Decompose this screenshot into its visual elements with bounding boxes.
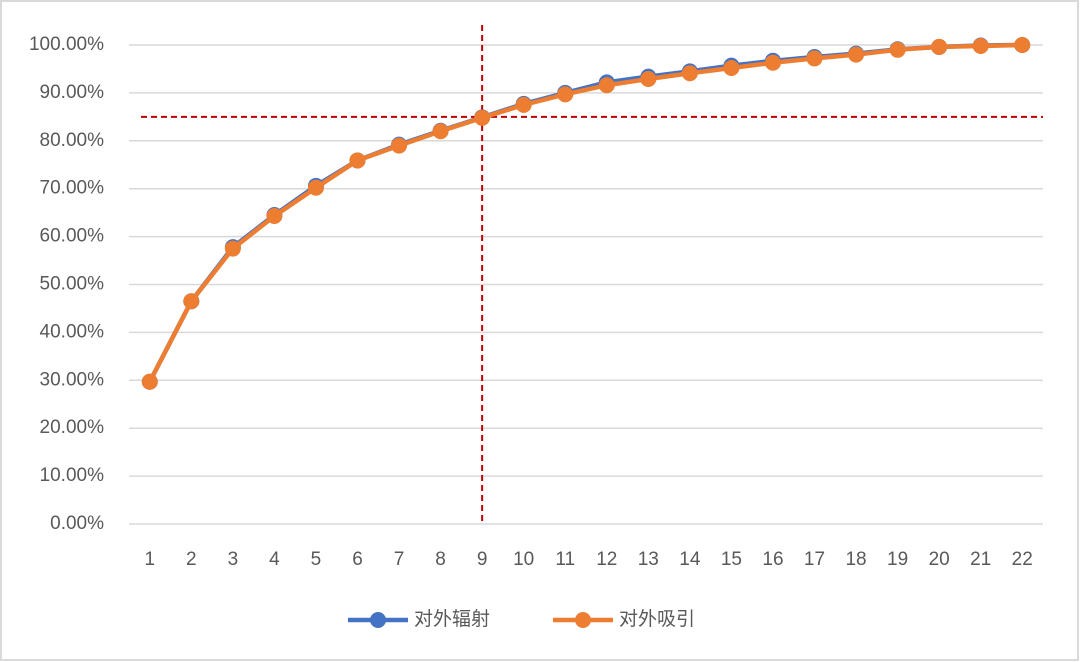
y-tick-label: 20.00% [40, 417, 105, 438]
y-tick-label: 60.00% [40, 226, 105, 247]
point [515, 96, 532, 113]
point [266, 208, 283, 225]
point [931, 38, 948, 55]
x-tick-label: 4 [269, 549, 280, 570]
point [432, 123, 449, 140]
point [183, 293, 200, 310]
point [1014, 37, 1031, 53]
point [723, 59, 740, 76]
x-tick-label: 6 [352, 549, 363, 570]
x-tick-label: 16 [762, 549, 783, 570]
point [598, 77, 615, 94]
point [474, 109, 491, 126]
point [806, 50, 823, 67]
x-tick-label: 2 [186, 549, 197, 570]
legend-marker [370, 612, 386, 628]
x-tick-label: 5 [311, 549, 322, 570]
x-tick-label: 13 [638, 549, 659, 570]
x-tick-label: 3 [228, 549, 239, 570]
point [764, 54, 781, 71]
point [141, 373, 158, 390]
x-tick-label: 8 [435, 549, 446, 570]
point [640, 71, 657, 88]
y-tick-label: 40.00% [40, 321, 105, 342]
x-tick-label: 21 [970, 549, 991, 570]
point [307, 179, 324, 196]
x-tick-label: 11 [555, 549, 575, 570]
x-tick-label: 7 [394, 549, 405, 570]
point [848, 46, 865, 63]
x-tick-label: 9 [477, 549, 488, 570]
legend-label: 对外辐射 [414, 608, 490, 630]
y-tick-label: 50.00% [40, 274, 105, 295]
legend-label: 对外吸引 [619, 608, 695, 630]
series-line [147, 42, 1023, 383]
x-tick-label: 22 [1012, 549, 1033, 570]
y-tick-label: 80.00% [40, 130, 105, 151]
x-tick-label: 1 [144, 549, 155, 570]
point [224, 240, 241, 257]
x-tick-label: 14 [679, 549, 701, 570]
point [972, 37, 989, 54]
x-tick-label: 19 [887, 549, 908, 570]
y-tick-label: 30.00% [40, 369, 105, 390]
point [349, 152, 366, 169]
point [889, 41, 906, 58]
x-tick-label: 17 [804, 549, 825, 570]
x-tick-label: 12 [596, 549, 617, 570]
y-tick-label: 90.00% [40, 82, 105, 103]
point [557, 86, 574, 103]
y-tick-label: 10.00% [40, 465, 105, 486]
y-tick-label: 0.00% [50, 513, 104, 534]
x-tick-label: 18 [845, 549, 866, 570]
y-tick-label: 70.00% [40, 178, 105, 199]
x-tick-label: 10 [513, 549, 534, 570]
y-tick-label: 100.00% [29, 34, 104, 55]
legend-marker [575, 612, 591, 628]
point [681, 65, 698, 82]
point [391, 137, 408, 154]
x-tick-label: 15 [721, 549, 742, 570]
x-tick-label: 20 [929, 549, 950, 570]
